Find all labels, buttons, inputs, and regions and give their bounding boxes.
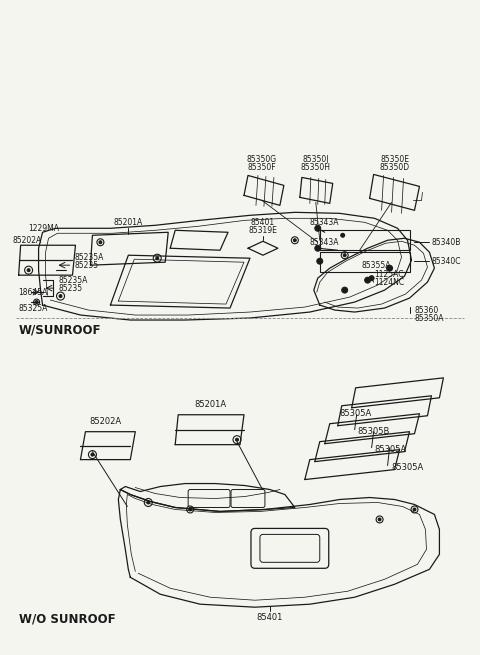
Text: 85401: 85401 [251,218,275,227]
Text: W/SUNROOF: W/SUNROOF [19,324,101,337]
Text: 85340B: 85340B [432,238,461,247]
Text: 85235A: 85235A [59,276,88,285]
Text: 85360: 85360 [415,305,439,314]
Bar [320,252,409,272]
Text: 85343A: 85343A [310,238,339,247]
Circle shape [147,501,150,504]
Text: 85202A: 85202A [12,236,42,245]
Text: 85343A: 85343A [310,218,339,227]
Circle shape [189,508,192,511]
Circle shape [315,245,321,252]
Circle shape [59,295,62,297]
Circle shape [365,277,371,283]
Text: 85350A: 85350A [415,314,444,322]
Circle shape [293,239,296,242]
Bar [320,231,409,250]
Circle shape [317,258,323,264]
Text: 85235: 85235 [59,284,83,293]
Text: 85325A: 85325A [19,303,48,312]
Circle shape [386,265,393,271]
Text: 85350F: 85350F [248,163,276,172]
Circle shape [315,225,321,231]
Text: 85350H: 85350H [301,163,331,172]
FancyBboxPatch shape [188,489,230,508]
Text: 85305B: 85305B [358,427,390,436]
Text: 1125AC: 1125AC [374,270,404,278]
Text: 85350D: 85350D [380,163,409,172]
FancyBboxPatch shape [260,534,320,563]
FancyBboxPatch shape [251,529,329,569]
Text: 85202A: 85202A [89,417,121,426]
Text: 85350J: 85350J [302,155,329,164]
Text: W/O SUNROOF: W/O SUNROOF [19,612,115,626]
Circle shape [91,453,94,456]
Circle shape [236,438,239,441]
Circle shape [27,269,30,272]
Text: 85340C: 85340C [432,257,461,266]
Text: 1124NC: 1124NC [374,278,405,287]
Text: 18645A: 18645A [19,288,48,297]
Text: 85235A: 85235A [74,253,104,262]
Circle shape [378,518,381,521]
Text: 85235: 85235 [74,261,98,270]
Circle shape [99,241,102,244]
Circle shape [341,233,345,237]
Circle shape [35,301,38,303]
Text: 85201A: 85201A [194,400,226,409]
Text: 85355A: 85355A [361,261,391,270]
Circle shape [342,287,348,293]
Text: 85201A: 85201A [114,218,143,227]
Text: 85305A: 85305A [340,409,372,419]
Text: 85350E: 85350E [380,155,409,164]
Text: 85305A: 85305A [392,463,424,472]
Circle shape [156,257,159,259]
FancyBboxPatch shape [231,489,265,508]
Text: 85319E: 85319E [249,226,277,234]
Circle shape [369,276,374,280]
Circle shape [343,253,346,257]
Text: 85401: 85401 [257,612,283,622]
Circle shape [413,508,416,511]
Text: 85350G: 85350G [247,155,277,164]
Text: 85305A: 85305A [374,445,407,454]
Text: 1229MA: 1229MA [29,224,60,233]
